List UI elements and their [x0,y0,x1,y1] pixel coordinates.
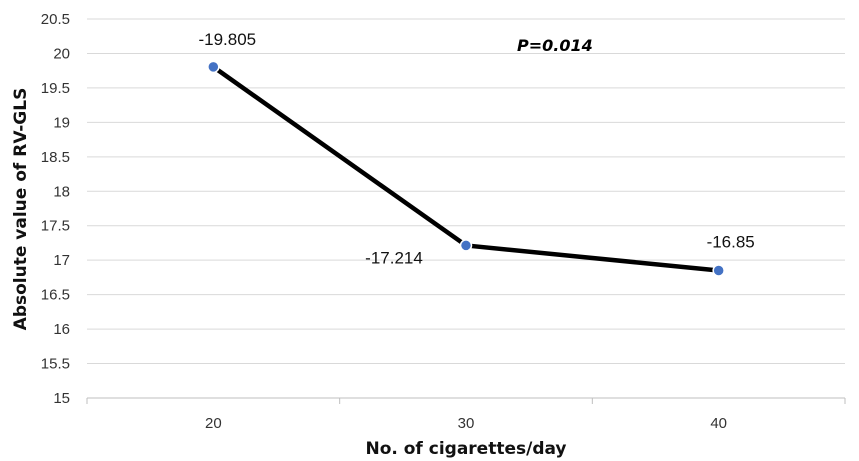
y-tick-label: 20.5 [41,11,70,28]
x-tick-label: 20 [205,415,222,432]
x-tick-label: 40 [710,415,727,432]
y-tick-label: 16.5 [41,287,70,304]
x-tick-label: 30 [458,415,475,432]
y-axis-title: Absolute value of RV-GLS [11,88,31,331]
gridlines [87,18,845,365]
y-tick-label: 17.5 [41,218,70,235]
y-tick-label: 19.5 [41,80,70,97]
y-tick-label: 18.5 [41,149,70,166]
data-point [207,60,220,74]
axes: 15 15.5 16 16.5 17 17.5 18 18.5 19 19.5 20 20.5 20 30… [41,11,846,432]
data-labels: -19.805 -17.214 -16.85 [198,30,754,268]
y-tick-label: 20 [53,45,70,62]
data-label: -16.85 [707,233,755,252]
data-point [712,264,725,277]
y-tick-label: 15 [53,390,70,407]
y-tick-label: 15.5 [41,356,70,373]
x-axis-title: No. of cigarettes/day [365,439,566,459]
data-label: -17.214 [365,248,423,267]
y-tick-label: 18 [53,183,70,200]
p-value-annotation: P=0.014 [517,36,593,55]
y-tick-label: 16 [53,321,70,338]
data-point [459,239,473,252]
y-tick-label: 17 [53,252,70,269]
series-layer [207,60,725,277]
y-tick-label: 19 [53,114,70,131]
data-label: -19.805 [198,30,256,49]
